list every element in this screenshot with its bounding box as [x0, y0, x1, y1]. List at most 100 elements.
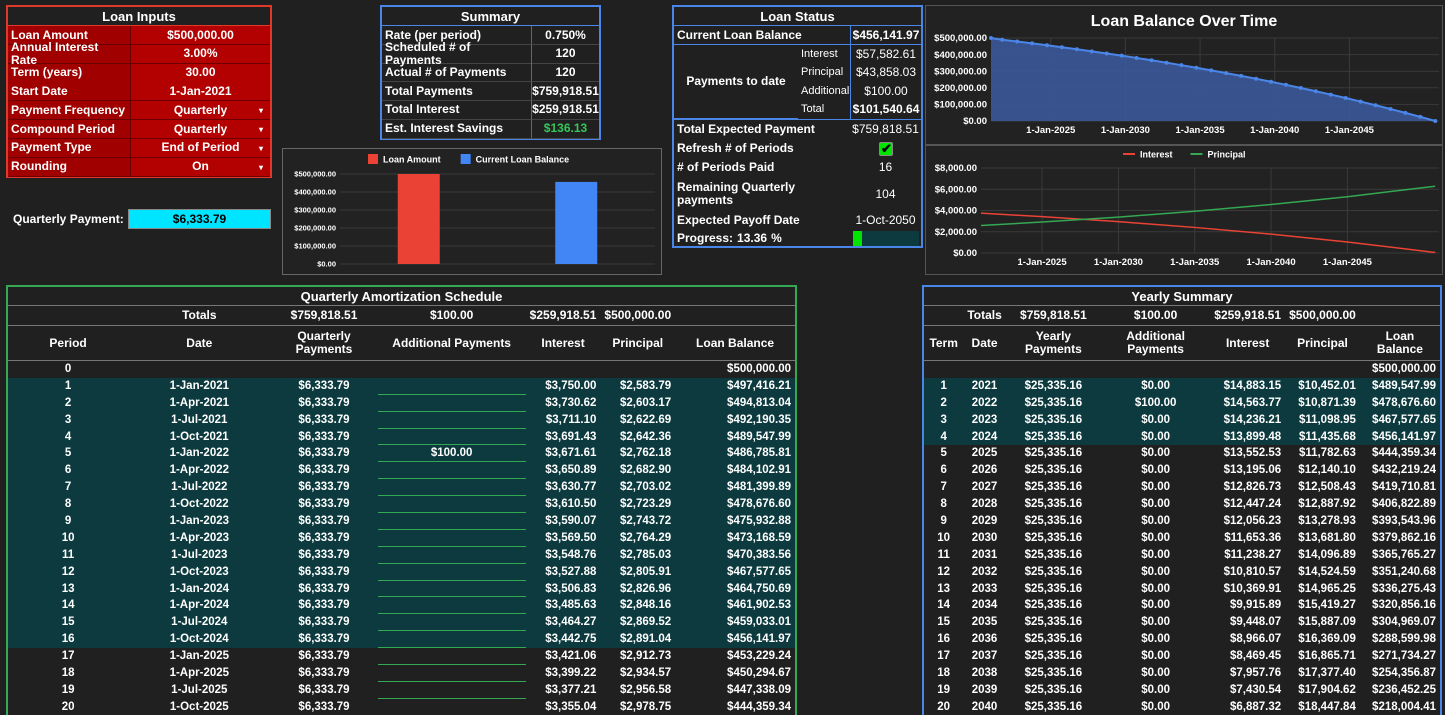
y-tick-label: $300,000.00 [934, 66, 987, 77]
table-row: 4 2024 $25,335.16 $0.00 $13,899.48 $11,435.68… [924, 428, 1440, 446]
dropdown-arrow: ▾ [259, 162, 264, 172]
point [1164, 60, 1169, 65]
table-cell [378, 648, 526, 665]
dropdown-arrow: ▾ [259, 125, 264, 134]
summary-value: $136.13 [531, 119, 599, 139]
table-cell: 2029 [971, 514, 998, 527]
point [1328, 92, 1333, 97]
table-cell: $6,333.79 [270, 462, 378, 480]
table-cell [675, 306, 795, 326]
status-value: $456,141.97 [850, 26, 921, 45]
table-cell: $2,826.96 [600, 580, 676, 598]
panel-title: Quarterly Amortization Schedule [8, 287, 795, 306]
point [1269, 79, 1273, 84]
x-tick-label: 1-Jan-2030 [1094, 257, 1143, 268]
table-row: 8 1-Oct-2022 $6,333.79 $3,610.50 $2,723.29 $4… [8, 496, 795, 514]
table-cell: $6,333.79 [270, 580, 378, 598]
table-cell: $365,765.27 [1372, 548, 1436, 561]
legend-label: Interest [1140, 150, 1173, 160]
status-value: $101,540.64 [850, 100, 921, 119]
table-cell: 1-Oct-2021 [128, 428, 271, 446]
table-cell: $6,333.79 [270, 496, 378, 514]
table-cell [600, 361, 675, 378]
table-cell [377, 479, 526, 497]
table-cell: 3 [924, 411, 964, 429]
table-cell: $11,238.27 [1224, 548, 1282, 561]
table-cell: 19 [937, 683, 951, 696]
table-cell: Date [963, 325, 1006, 361]
table-cell: $419,710.81 [1372, 481, 1436, 494]
point [1373, 103, 1378, 108]
table-cell: $456,141.97 [1359, 428, 1440, 446]
table-cell: 2031 [971, 548, 998, 561]
table-cell: $8,966.07 [1229, 633, 1282, 646]
table-row: 12 2032 $25,335.16 $0.00 $10,810.57 $14,524.5… [924, 564, 1440, 581]
table-cell: $3,750.00 [525, 377, 601, 395]
table-cell: 15 [8, 614, 129, 632]
table-cell: $12,056.23 [1223, 514, 1282, 527]
table-cell: $14,096.89 [1298, 548, 1356, 561]
point [1179, 63, 1184, 68]
input-label: Start Date [8, 82, 130, 102]
chart-frame [282, 148, 662, 275]
table-cell: $461,902.53 [675, 597, 795, 615]
status-label: Refresh # of Periods [677, 141, 794, 155]
table-cell: $3,485.63 [525, 597, 601, 615]
table-cell: $6,333.79 [270, 428, 378, 446]
table-row: 8 2028 $25,335.16 $0.00 $12,447.24 $12,887.92… [924, 496, 1440, 513]
table-cell: $17,377.40 [1298, 666, 1356, 679]
input-value: Quarterly [130, 101, 270, 121]
table-cell: 1-Jul-2025 [171, 683, 228, 696]
table-cell: $25,335.16 [1024, 599, 1083, 612]
table-cell: 12 [8, 563, 129, 581]
table-cell: $100.00 [377, 306, 526, 326]
table-cell: $478,676.60 [1359, 394, 1440, 412]
table-cell [1359, 306, 1440, 326]
table-cell: $0.00 [1141, 565, 1170, 578]
input-value: On [130, 157, 270, 177]
table-cell [963, 361, 1005, 378]
table-cell: Quarterly Payments [270, 325, 378, 361]
table-cell: $100.00 [377, 445, 526, 463]
table-cell: $13,681.80 [1298, 531, 1356, 544]
summary-label: Scheduled # of Payments [382, 40, 531, 66]
table-cell: $3,442.75 [525, 631, 601, 649]
point [1313, 89, 1318, 94]
table-cell: 2036 [971, 633, 998, 646]
table-cell: 16 [8, 631, 129, 649]
table-cell: $6,333.79 [270, 394, 378, 412]
x-tick-label: 1-Jan-2040 [1250, 125, 1299, 136]
table-cell: $10,810.57 [1223, 565, 1282, 578]
table-cell: $304,969.07 [1372, 616, 1436, 629]
table-cell: 2023 [963, 411, 1006, 429]
table-cell: 1-Jul-2023 [128, 546, 271, 564]
table-row: 14 1-Apr-2024 $6,333.79 $3,485.63 $2,848.16 $… [8, 597, 795, 615]
legend-label: Loan Amount [383, 155, 441, 165]
table-cell: $12,447.24 [1223, 498, 1282, 511]
table-cell: $25,335.16 [1024, 616, 1083, 629]
table-cell [377, 597, 526, 615]
legend-label: Current Loan Balance [476, 155, 570, 165]
point [1059, 45, 1064, 50]
table-cell: Additional Payments [1101, 325, 1211, 361]
table-cell: $25,335.16 [1024, 464, 1083, 477]
table-cell: $254,356.87 [1372, 666, 1436, 679]
table-cell: 1-Oct-2022 [128, 496, 271, 514]
table-cell: $6,333.79 [270, 631, 378, 649]
point [1224, 71, 1229, 76]
table-cell: $2,805.91 [600, 563, 676, 581]
y-tick-label: $100,000.00 [934, 100, 987, 111]
table-cell: 3 [8, 411, 129, 429]
table-cell: $0.00 [1141, 531, 1170, 544]
table-cell: $450,294.67 [727, 666, 791, 679]
table-cell: 14 [8, 597, 129, 615]
table-cell: $3,730.62 [525, 394, 601, 412]
table-cell: 2021 [963, 377, 1006, 395]
table-cell: $759,818.51 [1005, 306, 1102, 326]
table-row: 12 1-Oct-2023 $6,333.79 $3,527.88 $2,805.91 $… [8, 563, 795, 581]
table-cell: $25,335.16 [1005, 411, 1102, 429]
table-cell: $6,333.79 [270, 411, 378, 429]
table-cell: 1-Jul-2022 [128, 479, 271, 497]
progress-track [853, 231, 919, 246]
